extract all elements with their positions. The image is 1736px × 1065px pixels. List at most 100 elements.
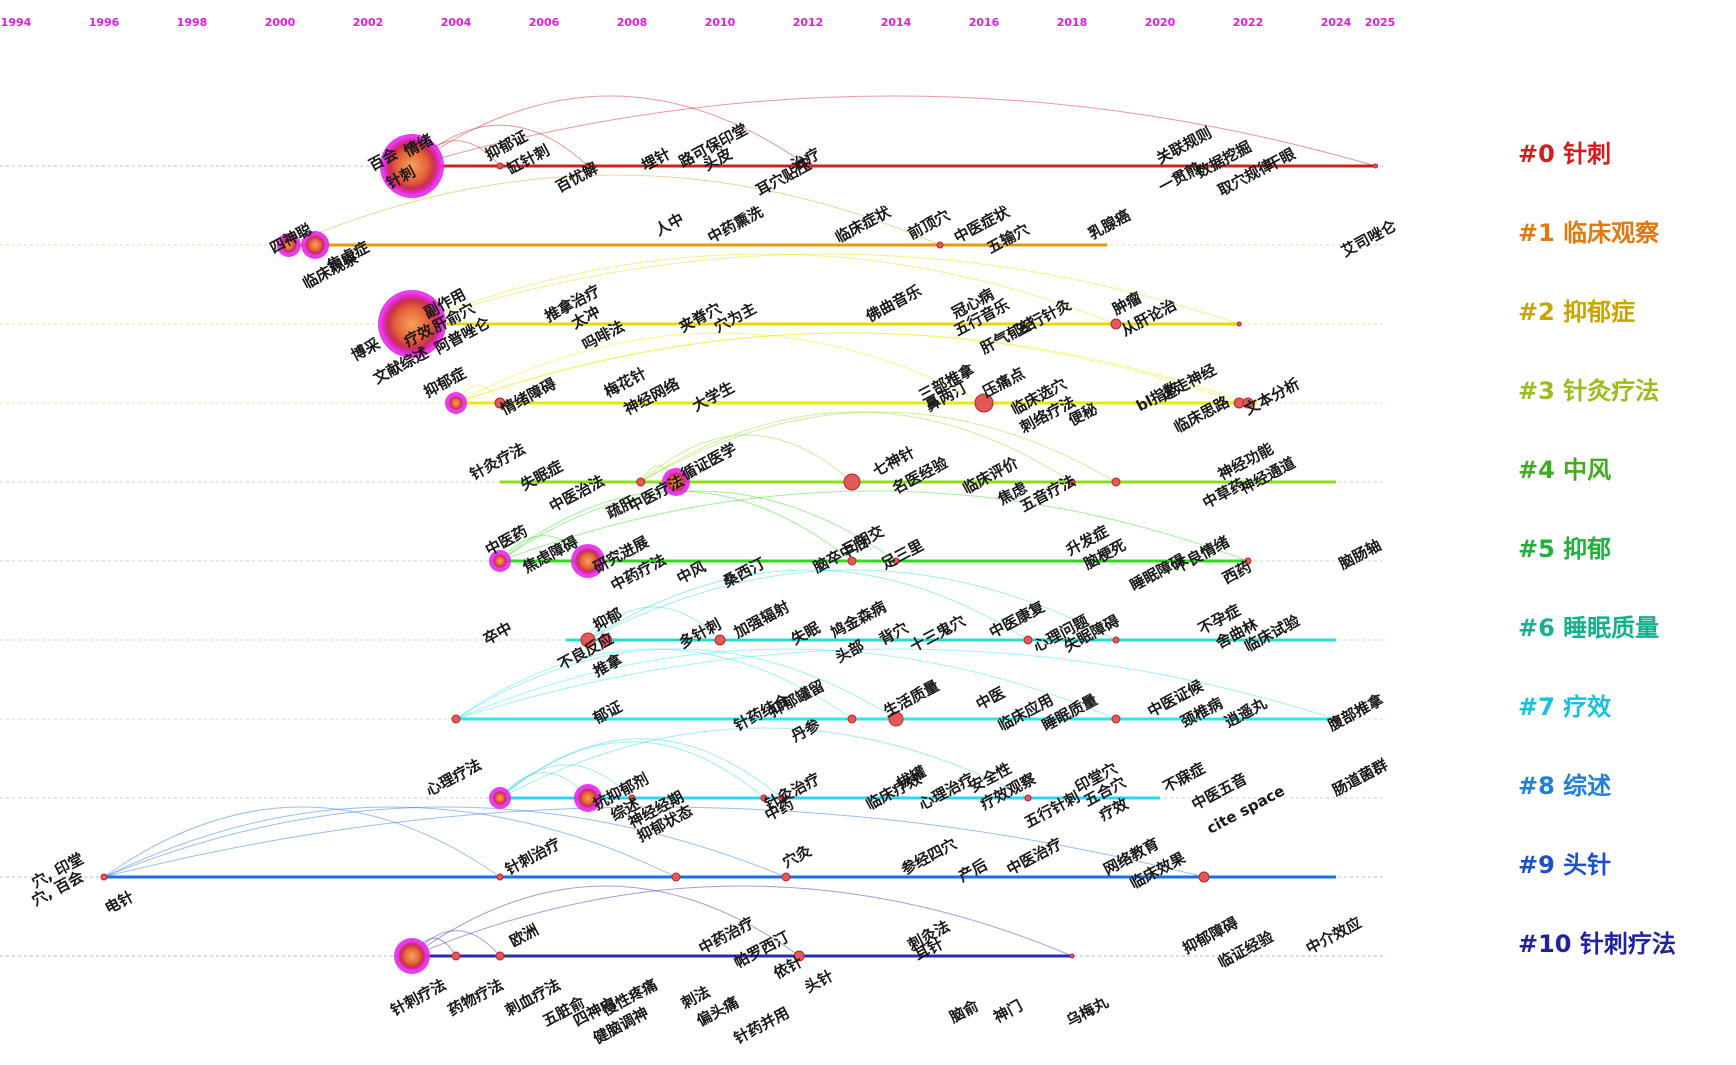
keyword-node[interactable] — [1198, 871, 1210, 883]
keyword-node[interactable] — [584, 162, 592, 170]
keyword-node[interactable] — [636, 477, 646, 487]
keyword-node[interactable] — [599, 633, 613, 647]
year-tick: 2006 — [529, 16, 560, 29]
keyword-label: 足三里 — [878, 536, 926, 573]
cluster-label[interactable]: #0 针刺 — [1518, 140, 1611, 168]
keyword-node[interactable] — [666, 472, 686, 492]
keyword-node[interactable] — [936, 241, 944, 249]
year-tick: 2014 — [881, 16, 912, 29]
cluster-label[interactable]: #9 头针 — [1518, 851, 1611, 879]
keyword-node[interactable] — [280, 237, 297, 253]
cluster-label[interactable]: #6 睡眠质量 — [1518, 614, 1659, 642]
cluster-label[interactable]: #5 抑郁 — [1518, 535, 1611, 563]
cluster-label[interactable]: #2 抑郁症 — [1518, 298, 1635, 326]
keyword-node[interactable] — [1023, 635, 1033, 645]
keyword-label: 生活质量 — [881, 677, 942, 721]
keyword-label: 卒中 — [480, 619, 515, 649]
keyword-node[interactable] — [496, 873, 504, 881]
keyword-label: 针药并用 — [731, 1004, 792, 1048]
keyword-node[interactable] — [580, 632, 596, 648]
keyword-label: 背穴 — [876, 619, 911, 649]
keyword-node[interactable] — [496, 162, 504, 170]
cluster-label[interactable]: #4 中风 — [1518, 456, 1611, 484]
keyword-label: 干眼 — [1263, 145, 1298, 175]
keyword-node[interactable] — [451, 714, 461, 724]
citation-arc — [103, 806, 1205, 878]
citation-arc — [288, 174, 941, 246]
keyword-node[interactable] — [495, 951, 505, 961]
keyword-node[interactable] — [793, 950, 805, 962]
keyword-node[interactable] — [382, 294, 442, 354]
cluster-label[interactable]: #1 临床观察 — [1518, 219, 1660, 247]
citation-arc — [411, 885, 1073, 957]
keyword-node[interactable] — [847, 556, 857, 566]
keyword-label: 五行针刺 — [1021, 788, 1082, 832]
cluster-label[interactable]: #7 疗效 — [1518, 693, 1611, 721]
keyword-node[interactable] — [847, 714, 857, 724]
keyword-node[interactable] — [305, 235, 326, 255]
year-tick: 2002 — [353, 16, 384, 29]
keyword-label: 欧洲 — [507, 921, 542, 951]
keyword-label: 前顶穴 — [905, 206, 953, 243]
keyword-node[interactable] — [1068, 478, 1076, 486]
year-tick: 1996 — [89, 16, 120, 29]
keyword-node[interactable] — [803, 161, 813, 171]
cluster-label-list: #0 针刺 #1 临床观察 #2 抑郁症 #3 针灸疗法 #4 中风 #5 抑郁 #6 睡眠… — [1518, 140, 1676, 958]
citation-arc — [499, 764, 633, 799]
year-tick: 2000 — [265, 16, 296, 29]
keyword-node[interactable] — [1373, 163, 1379, 169]
keyword-node[interactable] — [1024, 794, 1032, 802]
keyword-node[interactable] — [1111, 477, 1121, 487]
keyword-node[interactable] — [1069, 953, 1075, 959]
keyword-node[interactable] — [760, 794, 768, 802]
keyword-node[interactable] — [778, 794, 786, 802]
keyword-node[interactable] — [1111, 714, 1121, 724]
keyword-node[interactable] — [493, 791, 507, 805]
keyword-node[interactable] — [888, 711, 904, 727]
keyword-node[interactable] — [384, 138, 440, 194]
year-tick: 2012 — [793, 16, 824, 29]
year-tick: 2008 — [617, 16, 648, 29]
citation-arc — [103, 806, 501, 878]
keyword-node[interactable] — [1242, 397, 1254, 409]
keyword-node[interactable] — [1110, 318, 1122, 330]
keyword-node[interactable] — [494, 397, 506, 409]
keyword-label: 循证医学 — [678, 440, 739, 484]
keyword-node[interactable] — [714, 634, 726, 646]
cluster-label[interactable]: #10 针刺疗法 — [1518, 930, 1676, 958]
citation-arc — [455, 332, 1240, 404]
year-tick: 2022 — [1233, 16, 1264, 29]
keyword-node[interactable] — [451, 951, 461, 961]
keyword-node[interactable] — [100, 873, 108, 881]
cluster-label[interactable]: #8 综述 — [1518, 772, 1611, 800]
citation-arc — [499, 490, 1249, 562]
citation-arc — [499, 727, 1029, 799]
keyword-node[interactable] — [781, 872, 791, 882]
keyword-node[interactable] — [1112, 636, 1120, 644]
keyword-node[interactable] — [892, 557, 900, 565]
citation-arc — [455, 648, 853, 720]
keyword-node[interactable] — [628, 794, 636, 802]
keyword-node[interactable] — [493, 554, 507, 568]
keyword-node[interactable] — [449, 396, 463, 410]
keyword-node[interactable] — [1244, 557, 1252, 565]
keyword-node[interactable] — [578, 788, 598, 808]
cluster-label[interactable]: #3 针灸疗法 — [1518, 377, 1659, 405]
citation-arc — [587, 569, 1117, 641]
keyword-node[interactable] — [974, 393, 994, 413]
year-tick: 2020 — [1145, 16, 1176, 29]
keyword-node[interactable] — [398, 942, 426, 970]
keyword-label: 心理疗法 — [423, 756, 484, 800]
keyword-node[interactable] — [1236, 321, 1242, 327]
citation-arc — [455, 648, 1337, 720]
keyword-label: 加强辐射 — [730, 598, 792, 643]
keyword-label: 针刺疗法 — [388, 976, 449, 1020]
year-tick: 2024 — [1321, 16, 1352, 29]
keyword-node[interactable] — [843, 473, 861, 491]
keyword-node[interactable] — [671, 872, 681, 882]
keyword-node[interactable] — [575, 548, 601, 574]
keyword-label: 郁证 — [589, 698, 625, 728]
year-tick: 2010 — [705, 16, 736, 29]
keyword-label: 失眠症 — [518, 457, 566, 494]
keyword-node[interactable] — [1332, 715, 1340, 723]
